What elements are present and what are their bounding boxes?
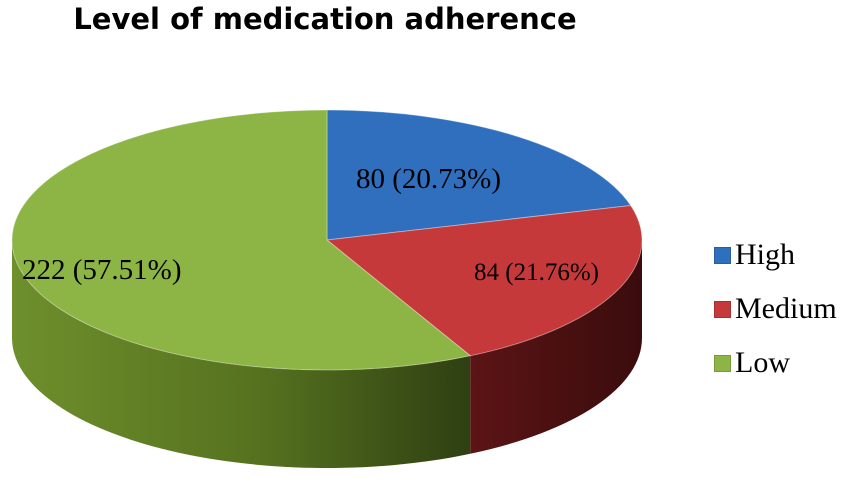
legend: High Medium Low bbox=[714, 228, 837, 390]
pie-side-walls bbox=[11, 240, 642, 469]
legend-label-medium: Medium bbox=[735, 292, 837, 325]
data-label-high: 80 (20.73%) bbox=[356, 163, 501, 195]
legend-swatch-high bbox=[714, 246, 731, 264]
pie-slice-high bbox=[326, 109, 632, 241]
legend-item-high: High bbox=[714, 228, 837, 282]
legend-swatch-low bbox=[714, 354, 731, 372]
chart-title: Level of medication adherence bbox=[73, 2, 577, 36]
pie-slice-low bbox=[11, 109, 472, 371]
pie-top-faces bbox=[11, 109, 643, 371]
data-label-medium: 84 (21.76%) bbox=[474, 259, 599, 286]
pie-slice-medium bbox=[325, 204, 643, 357]
legend-swatch-medium bbox=[714, 300, 731, 318]
legend-label-low: Low bbox=[735, 346, 790, 379]
pie-side-medium bbox=[470, 240, 642, 454]
legend-label-high: High bbox=[735, 238, 795, 271]
legend-item-low: Low bbox=[714, 336, 837, 390]
data-label-low: 222 (57.51%) bbox=[22, 254, 181, 286]
legend-item-medium: Medium bbox=[714, 282, 837, 336]
pie-side-low bbox=[11, 240, 471, 469]
pie-data-labels: 80 (20.73%) 84 (21.76%) 222 (57.51%) bbox=[22, 163, 599, 286]
